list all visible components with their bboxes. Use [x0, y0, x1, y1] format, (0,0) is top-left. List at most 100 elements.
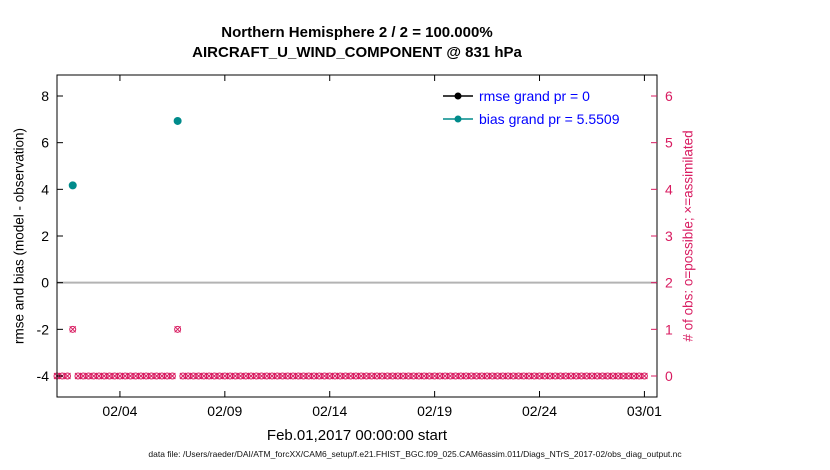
obs-assimilated-marker	[530, 372, 538, 380]
obs-assimilated-marker	[541, 372, 549, 380]
legend-rmse-label: rmse grand pr = 0	[479, 88, 590, 104]
obs-assimilated-marker	[426, 372, 433, 380]
obs-assimilated-marker	[279, 372, 286, 380]
obs-assimilated-marker	[347, 372, 355, 380]
obs-possible-marker	[556, 372, 564, 380]
obs-possible-marker	[252, 372, 260, 380]
obs-assimilated-marker	[158, 372, 166, 380]
obs-assimilated-marker	[231, 372, 239, 380]
obs-possible-marker	[525, 372, 533, 380]
obs-assimilated-marker	[195, 372, 202, 380]
obs-possible-marker	[389, 372, 397, 380]
obs-assimilated-marker	[242, 372, 250, 380]
obs-assimilated-marker	[546, 372, 554, 380]
obs-assimilated-marker	[384, 372, 391, 380]
x-tick-label: 02/24	[522, 403, 557, 419]
obs-possible-marker	[273, 372, 281, 380]
obs-assimilated-marker	[184, 372, 192, 380]
obs-possible-marker	[200, 372, 208, 380]
obs-assimilated-marker	[635, 372, 643, 380]
right-tick-label: 2	[665, 275, 673, 291]
obs-possible-marker	[357, 372, 365, 380]
obs-possible-marker	[63, 372, 71, 380]
obs-possible-marker	[457, 372, 465, 380]
obs-possible-marker	[577, 372, 585, 380]
obs-possible-marker	[326, 372, 334, 380]
obs-possible-marker	[536, 372, 544, 380]
obs-assimilated-marker	[583, 372, 591, 380]
obs-assimilated-marker	[604, 372, 612, 380]
obs-assimilated-marker	[525, 372, 533, 380]
obs-assimilated-marker	[436, 372, 444, 380]
obs-possible-marker	[147, 372, 155, 380]
obs-assimilated-marker	[263, 372, 271, 380]
obs-assimilated-marker	[389, 372, 397, 380]
obs-possible-marker	[473, 372, 481, 380]
x-tick-label: 02/09	[207, 403, 242, 419]
left-tick-label: -4	[37, 368, 50, 384]
obs-possible-marker	[494, 372, 502, 380]
obs-possible-marker	[294, 372, 302, 380]
right-tick-label: 5	[665, 135, 673, 151]
obs-possible-marker	[567, 372, 575, 380]
obs-assimilated-marker	[90, 372, 98, 380]
left-tick-label: 0	[41, 275, 49, 291]
x-tick-label: 02/04	[102, 403, 137, 419]
obs-assimilated-marker	[142, 372, 150, 380]
obs-possible-marker	[142, 372, 150, 380]
obs-possible-marker	[588, 372, 596, 380]
legend-bias-label: bias grand pr = 5.5509	[479, 111, 620, 127]
obs-assimilated-marker	[321, 372, 328, 380]
obs-possible-marker	[126, 372, 134, 380]
obs-possible-marker	[79, 372, 87, 380]
obs-assimilated-marker	[74, 372, 82, 380]
obs-assimilated-marker	[499, 372, 507, 380]
obs-possible-marker	[221, 372, 229, 380]
right-tick-label: 3	[665, 228, 673, 244]
obs-assimilated-marker	[247, 372, 255, 380]
obs-assimilated-marker	[352, 372, 360, 380]
obs-possible-marker	[341, 372, 349, 380]
left-tick-label: 8	[41, 88, 49, 104]
obs-assimilated-marker	[431, 372, 438, 380]
obs-assimilated-marker	[315, 372, 323, 380]
obs-possible-marker	[100, 372, 108, 380]
obs-assimilated-marker	[111, 372, 119, 380]
obs-possible-marker	[488, 372, 496, 380]
obs-assimilated-marker	[163, 372, 171, 380]
x-tick-label: 03/01	[627, 403, 662, 419]
obs-possible-marker	[310, 372, 318, 380]
legend-marker-0	[454, 92, 462, 100]
datafile-path: data file: /Users/raeder/DAI/ATM_forcXX/…	[148, 449, 682, 459]
obs-possible-marker	[226, 372, 234, 380]
obs-assimilated-marker	[106, 372, 113, 380]
obs-possible-marker	[336, 372, 344, 380]
obs-assimilated-marker	[588, 372, 596, 380]
obs-assimilated-marker	[551, 372, 559, 380]
obs-assimilated-marker	[294, 372, 302, 380]
obs-possible-marker	[515, 372, 523, 380]
obs-assimilated-marker	[148, 372, 155, 380]
obs-possible-marker	[572, 372, 580, 380]
obs-assimilated-marker	[515, 372, 522, 380]
obs-assimilated-marker	[100, 372, 108, 380]
obs-assimilated-marker	[567, 372, 575, 380]
obs-assimilated-marker	[441, 372, 449, 380]
obs-possible-marker	[216, 372, 224, 380]
obs-assimilated-marker	[630, 372, 638, 380]
obs-assimilated-marker	[310, 372, 318, 380]
obs-assimilated-marker	[562, 372, 570, 380]
obs-assimilated-marker	[483, 372, 491, 380]
obs-possible-marker	[268, 372, 276, 380]
obs-possible-marker	[247, 372, 255, 380]
obs-assimilated-marker	[625, 372, 633, 380]
obs-possible-marker	[158, 372, 166, 380]
obs-possible-marker	[111, 372, 119, 380]
obs-assimilated-marker	[174, 325, 181, 333]
obs-possible-marker	[404, 372, 412, 380]
obs-possible-marker	[619, 372, 627, 380]
left-tick-label: 2	[41, 228, 49, 244]
obs-assimilated-marker	[252, 372, 260, 380]
obs-possible-marker	[541, 372, 549, 380]
